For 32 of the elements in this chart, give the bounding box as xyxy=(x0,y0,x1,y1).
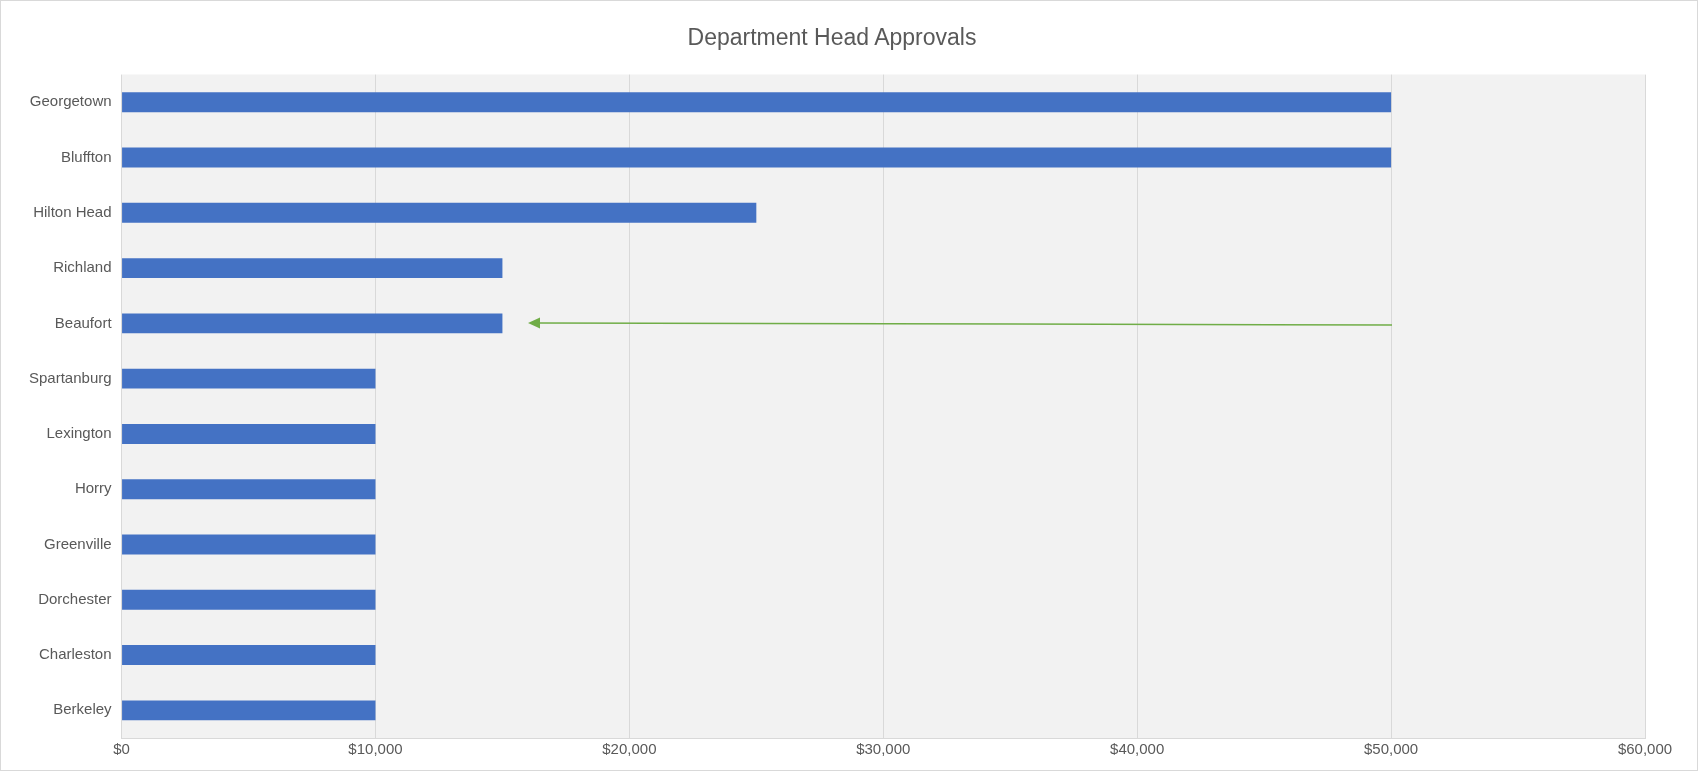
y-tick-label: Beaufort xyxy=(54,313,113,331)
y-tick-label: Hilton Head xyxy=(33,202,112,220)
bar xyxy=(122,423,376,444)
y-tick-label: Berkeley xyxy=(53,700,113,718)
bar xyxy=(122,368,376,389)
x-tick-label: $10,000 xyxy=(348,740,403,758)
bar xyxy=(122,534,376,555)
y-tick-label: Greenville xyxy=(44,534,112,552)
y-tick-label: Spartanburg xyxy=(29,368,112,386)
x-tick-label: $50,000 xyxy=(1363,740,1419,758)
bar xyxy=(122,147,1392,168)
bar xyxy=(122,479,376,500)
bar xyxy=(122,589,376,610)
bar xyxy=(122,645,376,666)
x-tick-label: $0 xyxy=(113,740,130,758)
bar xyxy=(122,258,503,279)
y-tick-label: Charleston xyxy=(39,645,112,663)
y-tick-label: Dorchester xyxy=(38,589,112,607)
y-tick-label: Lexington xyxy=(46,424,112,442)
x-tick-label: $40,000 xyxy=(1110,740,1165,758)
x-tick-label: $60,000 xyxy=(1617,740,1673,758)
chart-title: Department Head Approvals xyxy=(687,24,977,51)
x-tick-label: $30,000 xyxy=(856,740,911,758)
bar xyxy=(122,700,376,721)
y-tick-label: Horry xyxy=(74,479,113,497)
y-tick-label: Georgetown xyxy=(29,92,112,110)
bar xyxy=(122,202,757,223)
y-tick-label: Bluffton xyxy=(60,147,112,165)
bar xyxy=(122,92,1392,113)
bar xyxy=(122,313,503,334)
x-tick-label: $20,000 xyxy=(602,740,657,758)
y-tick-label: Richland xyxy=(53,258,112,276)
